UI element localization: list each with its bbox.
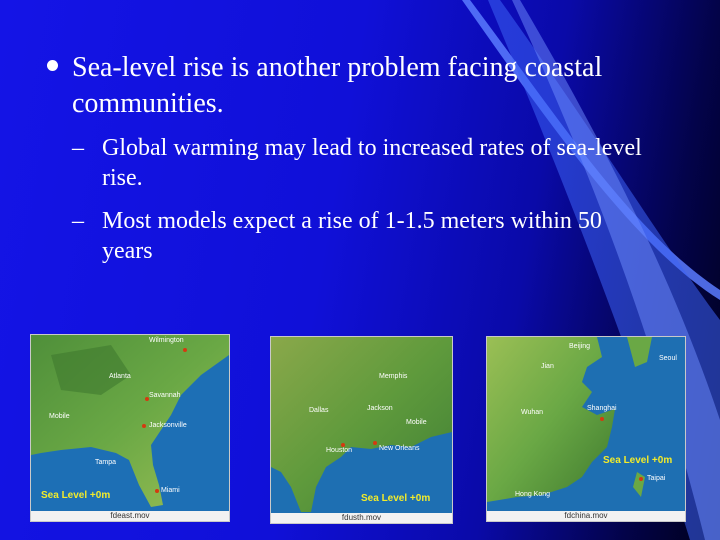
map-southeast-us: Atlanta Wilmington Savannah Mobile Jacks… <box>30 334 230 522</box>
city-label: Houston <box>326 447 353 454</box>
map-caption: fdusth.mov <box>271 513 452 523</box>
city-label: Hong Kong <box>515 491 551 498</box>
city-label: Seoul <box>659 355 677 362</box>
bullet-dot-icon <box>47 60 58 71</box>
map-terrain <box>31 335 229 521</box>
sea-level-label: Sea Level +0m <box>603 455 673 466</box>
sub-bullet-1: Global warming may lead to increased rat… <box>102 135 642 191</box>
city-label: New Orleans <box>379 445 420 452</box>
city-label: Taipai <box>647 475 666 482</box>
map-terrain <box>271 337 452 523</box>
city-label: Shanghai <box>587 405 617 412</box>
city-dot-icon <box>600 417 604 421</box>
city-label: Memphis <box>379 373 408 380</box>
city-label: Jacksonville <box>149 422 187 429</box>
city-label: Atlanta <box>109 373 131 380</box>
sea-level-label: Sea Level +0m <box>41 490 111 501</box>
city-label: Jian <box>541 363 554 370</box>
city-label: Wuhan <box>521 409 544 416</box>
sub-bullet-dash: – <box>72 208 84 234</box>
city-label: Jackson <box>367 405 393 412</box>
city-label: Miami <box>161 487 180 494</box>
map-gulf-coast: Memphis Dallas Jackson Mobile Houston Ne… <box>270 336 453 524</box>
sea-level-label: Sea Level +0m <box>361 493 431 504</box>
sub-bullet-2: Most models expect a rise of 1-1.5 meter… <box>102 208 602 264</box>
map-east-china: Beijing Seoul Jian Wuhan Shanghai Sea Le… <box>486 336 686 522</box>
city-label: Beijing <box>569 343 591 350</box>
city-label: Dallas <box>309 407 329 414</box>
city-label: Mobile <box>406 419 427 426</box>
map-caption: fdeast.mov <box>31 511 229 521</box>
city-dot-icon <box>373 441 377 445</box>
main-bullet-text: Sea-level rise is another problem facing… <box>72 52 603 119</box>
city-dot-icon <box>341 443 345 447</box>
city-label: Wilmington <box>149 337 184 344</box>
city-label: Tampa <box>95 459 117 466</box>
city-dot-icon <box>145 397 149 401</box>
map-caption: fdchina.mov <box>487 511 685 521</box>
sub-bullet-dash: – <box>72 135 84 161</box>
city-dot-icon <box>155 489 159 493</box>
city-dot-icon <box>183 348 187 352</box>
map-terrain <box>487 337 685 521</box>
city-label: Savannah <box>149 392 181 399</box>
slide-text: Sea-level rise is another problem facing… <box>0 0 720 300</box>
city-dot-icon <box>142 424 146 428</box>
city-label: Mobile <box>49 413 70 420</box>
city-dot-icon <box>639 477 643 481</box>
